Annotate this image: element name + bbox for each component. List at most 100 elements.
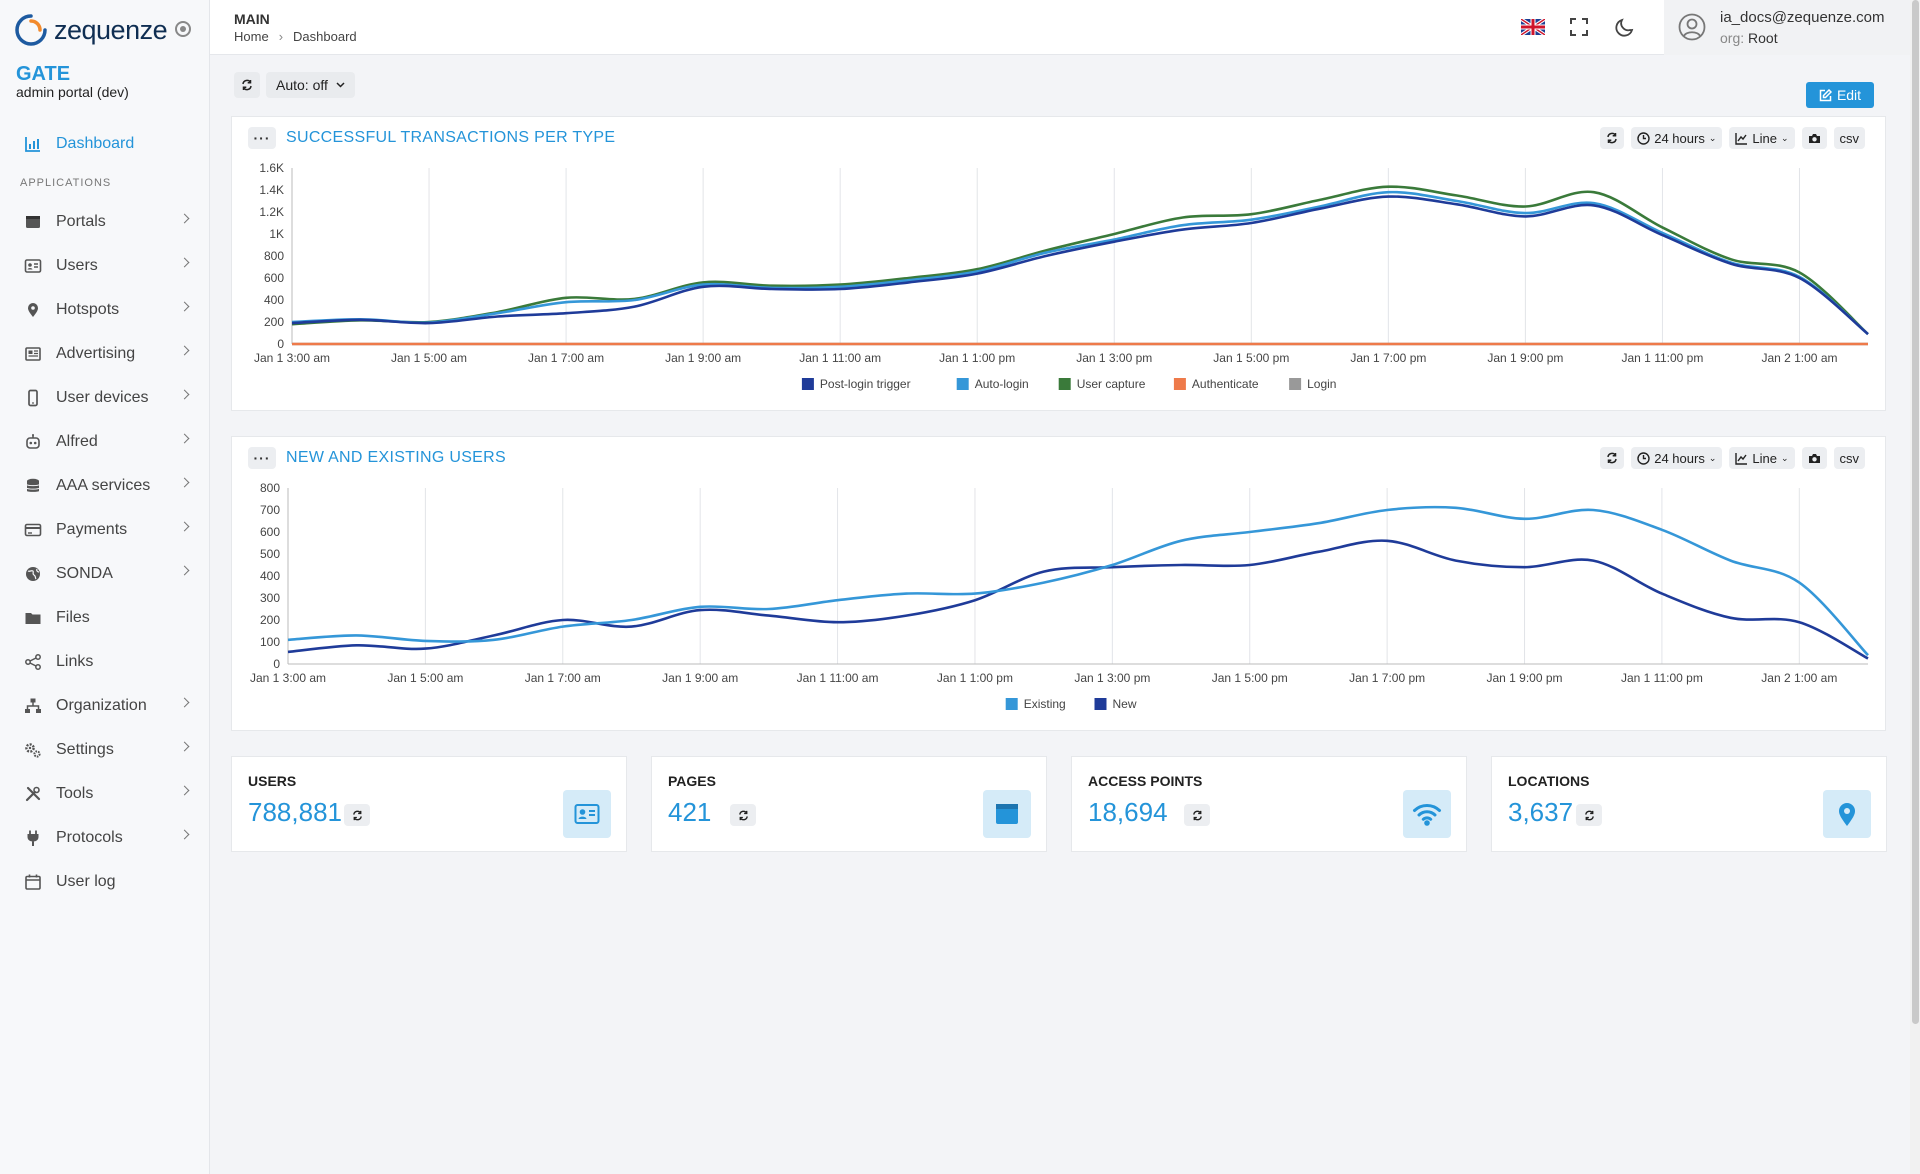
- x-tick-label: Jan 1 5:00 pm: [1212, 671, 1288, 685]
- sidebar-item-links[interactable]: Links: [0, 640, 210, 684]
- panel-menu-button[interactable]: ···: [248, 127, 276, 149]
- pin-sidebar-icon[interactable]: [175, 21, 191, 37]
- refresh-icon: [738, 810, 748, 820]
- dark-mode-moon-icon[interactable]: [1613, 15, 1637, 39]
- sidebar-item-files[interactable]: Files: [0, 596, 210, 640]
- chart-type-dropdown[interactable]: Line ⌄: [1729, 447, 1795, 469]
- y-tick-label: 800: [260, 481, 280, 495]
- csv-export-button[interactable]: csv: [1833, 127, 1865, 149]
- y-tick-label: 100: [260, 635, 280, 649]
- csv-export-button[interactable]: csv: [1833, 447, 1865, 469]
- sidebar-item-label: Files: [56, 609, 90, 626]
- portal-icon: [24, 213, 42, 231]
- section-label: APPLICATIONS: [20, 177, 112, 189]
- auto-refresh-label: Auto: off: [276, 77, 328, 93]
- uk-flag-icon[interactable]: [1521, 15, 1545, 39]
- top-bar: MAIN Home › Dashboard ia_docs@zequenze.c…: [210, 0, 1910, 55]
- stat-card-refresh-button[interactable]: [344, 804, 370, 826]
- sidebar-item-payments[interactable]: Payments: [0, 508, 210, 552]
- fullscreen-icon[interactable]: [1567, 15, 1591, 39]
- sidebar-item-label: Dashboard: [56, 135, 135, 152]
- x-tick-label: Jan 1 5:00 am: [391, 351, 467, 365]
- logo[interactable]: zequenze: [14, 13, 168, 47]
- scrollbar-thumb[interactable]: [1912, 0, 1919, 1024]
- user-avatar-icon: [1678, 13, 1706, 41]
- org-value: Root: [1748, 30, 1778, 46]
- sidebar-item-user-log[interactable]: User log: [0, 860, 210, 904]
- sidebar-item-alfred[interactable]: Alfred: [0, 420, 210, 464]
- auto-refresh-dropdown[interactable]: Auto: off: [266, 72, 355, 98]
- stat-card-locations: LOCATIONS 3,637: [1491, 756, 1887, 852]
- chart-type-dropdown[interactable]: Line ⌄: [1729, 127, 1795, 149]
- page-scrollbar[interactable]: [1910, 0, 1920, 1174]
- legend-label: Existing: [1024, 697, 1066, 711]
- legend-item-user-capture[interactable]: User capture: [1058, 377, 1146, 391]
- panel-refresh-button[interactable]: [1600, 447, 1625, 469]
- stat-card-refresh-button[interactable]: [1184, 804, 1210, 826]
- sidebar-item-organization[interactable]: Organization: [0, 684, 210, 728]
- legend-item-login[interactable]: Login: [1289, 377, 1336, 391]
- sidebar-item-settings[interactable]: Settings: [0, 728, 210, 772]
- sidebar-item-dashboard[interactable]: Dashboard: [0, 122, 210, 166]
- stat-card-refresh-button[interactable]: [730, 804, 756, 826]
- mobile-icon: [24, 389, 42, 407]
- sidebar-item-portals[interactable]: Portals: [0, 200, 210, 244]
- time-range-dropdown[interactable]: 24 hours ⌄: [1631, 127, 1723, 149]
- panel-header: ··· SUCCESSFUL TRANSACTIONS PER TYPE: [248, 127, 615, 149]
- y-tick-label: 300: [260, 591, 280, 605]
- legend-swatch: [1289, 378, 1302, 390]
- screenshot-button[interactable]: [1801, 127, 1827, 149]
- y-tick-label: 800: [264, 249, 284, 263]
- globe-icon: [24, 565, 42, 583]
- series-line-existing[interactable]: [287, 505, 1869, 657]
- sidebar-item-users[interactable]: Users: [0, 244, 210, 288]
- sidebar-item-sonda[interactable]: SONDA: [0, 552, 210, 596]
- legend-item-post-login-trigger[interactable]: Post-login trigger: [801, 377, 911, 391]
- legend-item-auto-login[interactable]: Auto-login: [956, 377, 1029, 391]
- edit-button[interactable]: Edit: [1806, 82, 1874, 108]
- sidebar-item-tools[interactable]: Tools: [0, 772, 210, 816]
- sidebar-item-advertising[interactable]: Advertising: [0, 332, 210, 376]
- camera-icon: [1808, 133, 1820, 143]
- chevron-right-icon: [179, 829, 190, 840]
- sidebar-item-hotspots[interactable]: Hotspots: [0, 288, 210, 332]
- series-line-user-capture[interactable]: [291, 185, 1869, 336]
- refresh-icon: [1584, 810, 1594, 820]
- series-line-post-login-trigger[interactable]: [291, 195, 1869, 336]
- legend-item-new[interactable]: New: [1094, 697, 1137, 711]
- y-tick-label: 0: [277, 337, 284, 351]
- series-line-new[interactable]: [287, 539, 1869, 660]
- x-tick-label: Jan 1 5:00 am: [387, 671, 463, 685]
- folder-icon: [24, 609, 42, 627]
- chart-type-label: Line: [1752, 130, 1777, 146]
- time-range-dropdown[interactable]: 24 hours ⌄: [1631, 447, 1723, 469]
- legend-item-authenticate[interactable]: Authenticate: [1173, 377, 1259, 391]
- chevron-right-icon: [179, 213, 190, 224]
- sidebar-item-label: Protocols: [56, 829, 123, 846]
- user-email: ia_docs@zequenze.com: [1720, 9, 1885, 26]
- logo-text: zequenze: [54, 14, 168, 45]
- sidebar-item-user-devices[interactable]: User devices: [0, 376, 210, 420]
- tools-icon: [24, 785, 42, 803]
- sidebar-item-protocols[interactable]: Protocols: [0, 816, 210, 860]
- user-menu[interactable]: ia_docs@zequenze.com org: Root: [1664, 0, 1910, 55]
- stat-card-refresh-button[interactable]: [1576, 804, 1602, 826]
- sidebar-nav: Dashboard APPLICATIONS Portals Users Hotsp…: [0, 122, 210, 904]
- sidebar-item-label: Links: [56, 653, 94, 670]
- legend-item-existing[interactable]: Existing: [1005, 697, 1066, 711]
- breadcrumb-home[interactable]: Home: [234, 29, 269, 44]
- y-tick-label: 0: [273, 657, 280, 671]
- panel-refresh-button[interactable]: [1600, 127, 1625, 149]
- panel-menu-button[interactable]: ···: [248, 447, 276, 469]
- sidebar-item-aaa-services[interactable]: AAA services: [0, 464, 210, 508]
- x-tick-label: Jan 1 3:00 am: [250, 671, 326, 685]
- plug-icon: [24, 829, 42, 847]
- zequenze-logo-icon: [15, 14, 47, 46]
- series-line-auto-login[interactable]: [291, 190, 1869, 336]
- legend-swatch: [1058, 378, 1071, 390]
- dashboard-refresh-button[interactable]: [234, 72, 260, 98]
- map-pin-icon: [24, 301, 42, 319]
- credit-card-icon: [24, 521, 42, 539]
- screenshot-button[interactable]: [1801, 447, 1827, 469]
- line-chart-icon: [1735, 132, 1748, 145]
